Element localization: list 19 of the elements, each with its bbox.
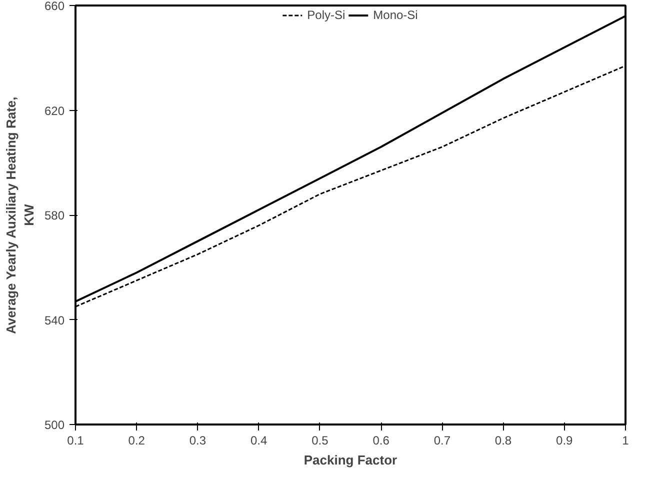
y-tick-label: 660 — [44, 0, 65, 13]
x-tick-label: 0.5 — [312, 434, 329, 448]
y-axis-title: Average Yearly Auxiliary Heating Rate, KW — [3, 96, 36, 334]
legend-label: Mono-Si — [373, 8, 418, 22]
x-tick-label: 0.4 — [250, 434, 268, 448]
x-axis-title: Packing Factor — [304, 452, 398, 468]
y-tick-label: 540 — [44, 313, 65, 328]
x-tick-label: 0.2 — [128, 434, 146, 448]
x-tick-label: 0.3 — [189, 434, 206, 448]
x-tick-label: 0.1 — [67, 434, 84, 448]
x-tick-label: 0.7 — [434, 434, 451, 448]
x-tick-label: 0.6 — [372, 434, 390, 448]
y-tick-label: 620 — [44, 104, 65, 118]
y-tick-label: 500 — [44, 418, 65, 432]
x-tick-label: 1 — [622, 434, 630, 448]
y-tick-label: 580 — [44, 208, 65, 222]
x-tick-label: 0.8 — [494, 434, 512, 448]
legend-label: Poly-Si — [307, 8, 346, 22]
x-tick-label: 0.9 — [556, 434, 574, 448]
